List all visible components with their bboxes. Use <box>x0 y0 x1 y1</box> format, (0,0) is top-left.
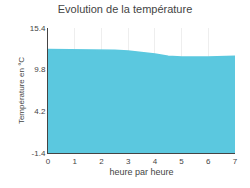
svg-text:5: 5 <box>179 157 184 166</box>
svg-text:Evolution de la température: Evolution de la température <box>58 3 193 15</box>
svg-text:0: 0 <box>46 157 51 166</box>
svg-text:2: 2 <box>99 157 104 166</box>
svg-text:3: 3 <box>126 157 131 166</box>
svg-text:4: 4 <box>153 157 158 166</box>
svg-text:7: 7 <box>233 157 238 166</box>
svg-text:15.4: 15.4 <box>30 24 46 33</box>
svg-text:6: 6 <box>206 157 211 166</box>
svg-text:1: 1 <box>72 157 77 166</box>
svg-text:Température en °C: Température en °C <box>17 57 26 124</box>
svg-text:-1.4: -1.4 <box>32 149 46 158</box>
svg-text:4.2: 4.2 <box>34 107 46 116</box>
svg-text:heure par heure: heure par heure <box>109 167 173 177</box>
svg-text:9.8: 9.8 <box>34 65 46 74</box>
